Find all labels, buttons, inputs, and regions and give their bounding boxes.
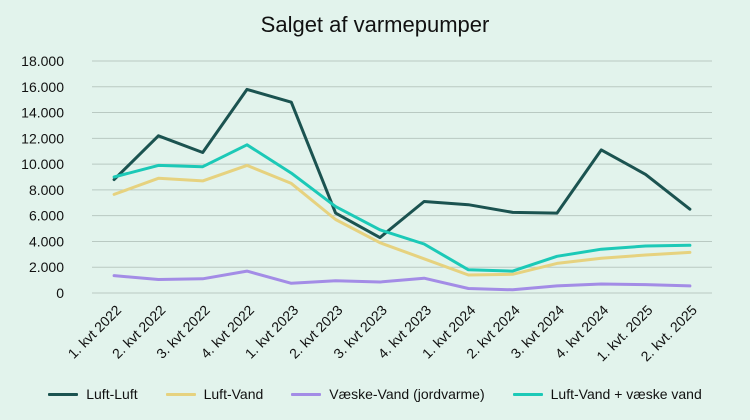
legend-item: Luft-Vand — [165, 386, 264, 402]
legend-item: Luft-Vand + væske vand — [512, 386, 702, 402]
y-tick-label: 14.000 — [21, 105, 64, 121]
legend-label: Luft-Luft — [86, 386, 138, 402]
series-line-2 — [112, 163, 692, 277]
y-tick-label: 4.000 — [29, 233, 64, 249]
series-line-3 — [112, 269, 692, 292]
series-line-1 — [112, 87, 692, 240]
legend: Luft-Luft Luft-Vand Væske-Vand (jordvarme)… — [0, 386, 750, 402]
series-line-4 — [112, 143, 692, 273]
y-tick-label: 8.000 — [29, 182, 64, 198]
legend-swatch — [48, 392, 79, 396]
legend-label: Luft-Vand — [203, 386, 264, 402]
y-tick-label: 10.000 — [21, 156, 64, 172]
y-tick-label: 12.000 — [21, 130, 64, 146]
legend-label: Væske-Vand (jordvarme) — [329, 386, 485, 402]
legend-item: Væske-Vand (jordvarme) — [291, 386, 485, 402]
y-tick-label: 18.000 — [21, 53, 64, 69]
y-tick-label: 2.000 — [29, 259, 64, 275]
legend-swatch — [291, 392, 322, 396]
y-tick-label: 6.000 — [29, 208, 64, 224]
y-tick-label: 0 — [56, 285, 64, 301]
y-tick-label: 16.000 — [21, 79, 64, 95]
legend-item: Luft-Luft — [48, 386, 138, 402]
legend-swatch — [165, 392, 196, 396]
chart-title: Salget af varmepumper — [260, 12, 490, 37]
legend-label: Luft-Vand + væske vand — [550, 386, 702, 402]
legend-swatch — [512, 392, 543, 396]
